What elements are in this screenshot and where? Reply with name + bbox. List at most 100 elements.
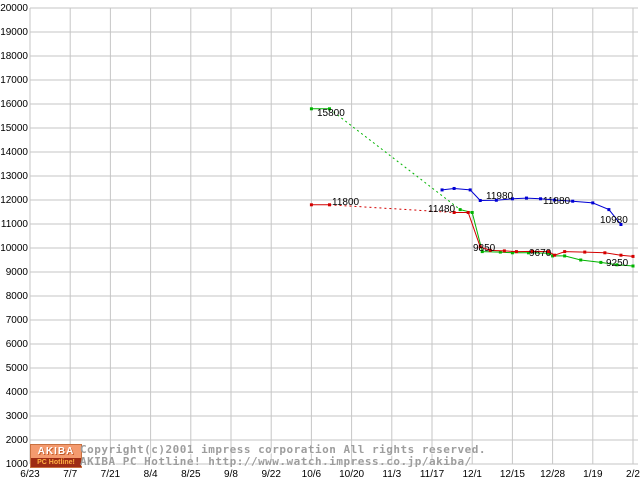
green-series-point-marker [309,107,313,111]
y-axis-label: 7000 [6,315,29,326]
green-series-point-marker [563,254,567,258]
y-axis-label: 19000 [0,27,28,38]
green-series-point-marker [547,251,551,255]
y-axis-label: 3000 [6,411,29,422]
y-axis-label: 20000 [0,3,28,14]
x-axis-label: 11/17 [420,469,445,480]
green-series-point-marker [498,250,502,254]
x-axis-label: 12/1 [462,469,482,480]
red-series-point-marker [327,203,331,207]
x-axis-label: 12/28 [540,469,565,480]
y-axis-label: 16000 [0,99,28,110]
data-point-label: 11800 [332,197,360,208]
blue-series-point-marker [524,196,528,200]
blue-series-point-marker [553,198,557,202]
data-point-label: 10980 [600,215,628,226]
red-series-point-marker [619,253,623,257]
green-series-point-marker [579,258,583,262]
blue-series-point-marker [452,186,456,190]
green-series-point-marker [526,251,530,255]
blue-series-point-marker [494,198,498,202]
red-series-point-marker [583,250,587,254]
green-series-point-marker [327,107,331,111]
x-axis-label: 9/8 [224,469,238,480]
akiba-logo: AKIBA PC Hotline! [30,444,82,468]
y-axis-label: 13000 [0,171,28,182]
red-series-point-marker [309,203,313,207]
x-axis-label: 2/2 [626,469,640,480]
y-axis-label: 2000 [6,435,29,446]
x-axis-label: 8/4 [144,469,158,480]
blue-series-point-marker [468,188,472,192]
y-axis-label: 6000 [6,339,29,350]
y-axis-label: 18000 [0,51,28,62]
blue-series-line [442,187,622,225]
x-axis-label: 9/22 [261,469,281,480]
red-series-point-marker [631,254,635,258]
red-series-point-marker [553,253,557,257]
y-axis-label: 11000 [1,219,29,230]
x-axis-label: 8/25 [181,469,201,480]
x-axis-label: 6/23 [20,469,40,480]
x-axis-label: 1/19 [583,469,603,480]
data-point-label: 15800 [317,108,345,119]
x-axis-label: 10/6 [302,469,322,480]
y-axis-label: 9000 [6,267,29,278]
red-series-line [329,204,455,213]
data-point-label: 9670 [529,248,552,259]
data-point-label: 9850 [473,243,496,254]
blue-series-point-marker [478,198,482,202]
y-axis-label: 5000 [6,363,29,374]
x-axis-label: 12/15 [500,469,525,480]
y-axis-label: 12000 [0,195,28,206]
red-series-point-marker [466,210,470,214]
copyright-line-1: Copyright(c)2001 impress corporation All… [80,443,486,456]
green-series-point-marker [480,250,484,254]
green-series-point-marker [631,264,635,268]
red-series-point-marker [452,210,456,214]
blue-series-point-marker [591,201,595,205]
red-series-point-marker [531,249,534,253]
y-axis-label: 17000 [0,75,28,86]
y-axis-label: 15000 [0,123,28,134]
akiba-logo-bottom-text: PC Hotline! [31,458,81,467]
green-series-point-marker [599,260,603,264]
y-axis-label: 8000 [6,291,29,302]
data-point-label: 9250 [606,258,629,269]
y-axis-label: 1000 [6,459,29,470]
y-axis-label: 10000 [0,243,28,254]
blue-series-point-marker [440,188,444,192]
akiba-logo-top-text: AKIBA [31,445,81,458]
x-axis-label: 7/7 [63,469,77,480]
green-series-point-marker [510,251,514,255]
x-axis-label: 7/21 [101,469,121,480]
blue-series-point-marker [539,197,543,201]
blue-series-point-marker [510,197,514,201]
red-series-point-marker [478,245,482,249]
y-axis-label: 14000 [0,147,28,158]
data-point-label: 11880 [543,196,571,207]
data-point-label: 11480 [428,204,456,215]
red-series-point-marker [514,250,518,254]
green-series-point-marker [551,254,555,258]
blue-series-point-marker [619,222,623,226]
copyright-line-2: AKIBA PC Hotline! http://www.watch.impre… [80,455,472,468]
red-series-point-marker [547,250,551,254]
data-point-label: 11980 [486,191,514,202]
red-series-line [454,212,634,257]
blue-series-point-marker [571,199,575,203]
red-series-point-marker [603,251,607,255]
green-series-point-marker [615,263,619,267]
green-series-point-marker [458,208,462,212]
blue-series-point-marker [607,208,611,212]
x-axis-label: 11/3 [382,469,401,480]
y-axis-label: 4000 [6,387,29,398]
green-series-point-marker [470,210,474,214]
red-series-point-marker [502,249,506,253]
x-axis-label: 10/20 [339,469,364,480]
red-series-point-marker [488,248,492,252]
green-series-line [329,108,461,210]
red-series-point-marker [563,250,567,254]
